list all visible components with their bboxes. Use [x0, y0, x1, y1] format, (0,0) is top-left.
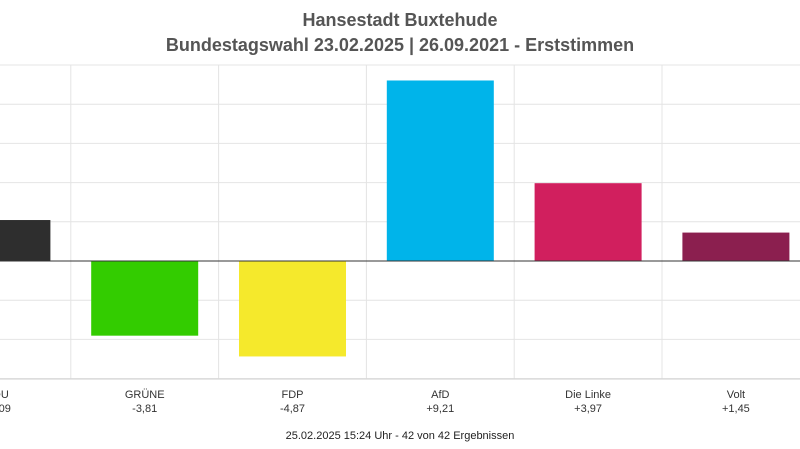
category-label: Die Linke	[565, 389, 611, 401]
category-label: CDU	[0, 389, 9, 401]
category-label: AfD	[431, 389, 449, 401]
value-label: +1,45	[722, 403, 750, 415]
category-label: FDP	[282, 389, 304, 401]
category-label: Volt	[727, 389, 745, 401]
value-label: +3,97	[574, 403, 602, 415]
value-label: -3,81	[132, 403, 157, 415]
chart-title: Hansestadt Buxtehude	[302, 10, 498, 30]
bar-afd	[386, 80, 494, 261]
bar-cdu	[0, 220, 51, 261]
bar-die-linke	[534, 183, 642, 261]
value-label: +2,09	[0, 403, 11, 415]
bar-fdp	[239, 261, 346, 357]
bar-chart: CDU +2,09 GRÜNE -3,81 FDP -4,87 AfD +9,21 Die Li…	[0, 64, 800, 415]
results-footer: 25.02.2025 15:24 Uhr - 42 von 42 Ergebni…	[285, 430, 515, 442]
value-label: -4,87	[280, 403, 305, 415]
bar-gr-ne	[91, 261, 199, 336]
bar-volt	[682, 232, 790, 261]
category-label: GRÜNE	[125, 389, 165, 401]
chart-subtitle: Bundestagswahl 23.02.2025 | 26.09.2021 -…	[165, 35, 635, 55]
value-label: +9,21	[426, 403, 454, 415]
